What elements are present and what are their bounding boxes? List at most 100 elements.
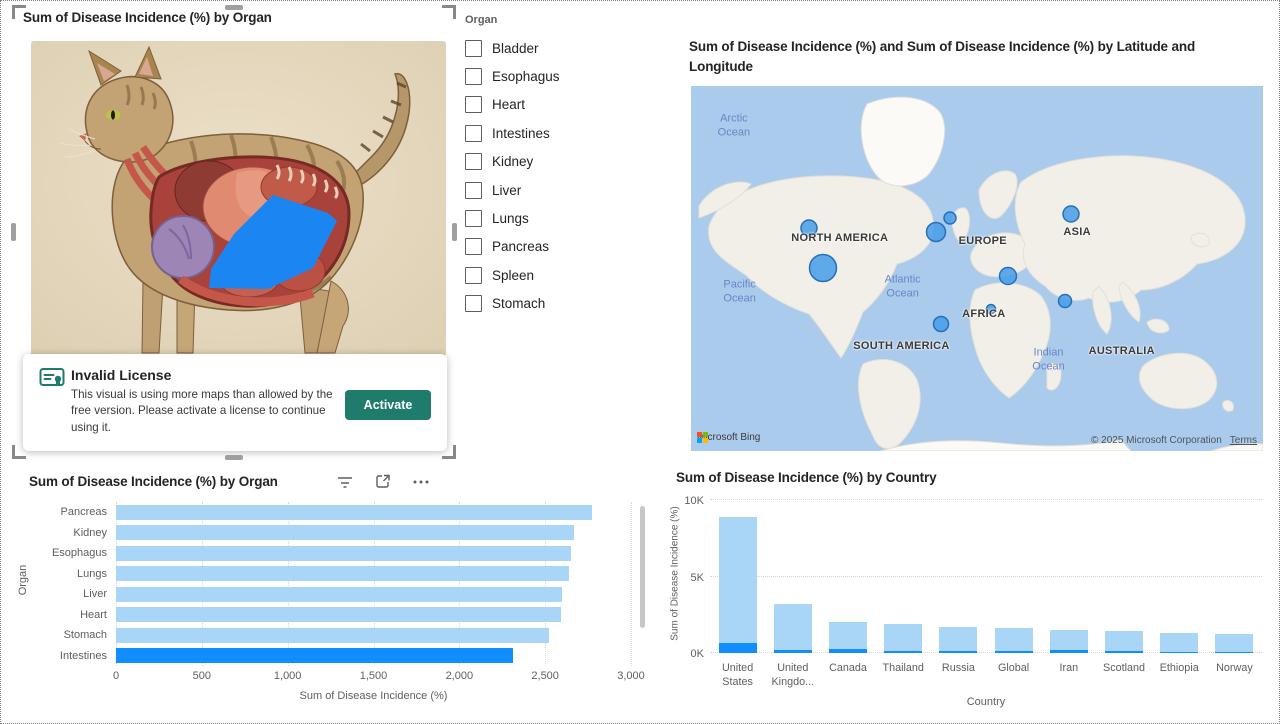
terms-link[interactable]: Terms bbox=[1229, 435, 1257, 446]
column-highlight-global bbox=[994, 651, 1033, 653]
bar-track bbox=[116, 648, 631, 664]
activate-button[interactable]: Activate bbox=[345, 390, 431, 420]
checkbox-unchecked-icon[interactable] bbox=[465, 210, 482, 228]
y-tick-label: 10K bbox=[684, 495, 704, 507]
selection-handle-bottom-right[interactable] bbox=[442, 445, 456, 459]
map-bubble-canada[interactable] bbox=[800, 219, 818, 237]
bar-liver[interactable] bbox=[116, 586, 563, 602]
y-tick-label: 5K bbox=[690, 571, 704, 584]
bar-track bbox=[116, 566, 631, 582]
selection-handle-top-right[interactable] bbox=[442, 5, 456, 19]
visual-title: Sum of Disease Incidence (%) by Country bbox=[676, 470, 937, 485]
map-bubble-iran[interactable] bbox=[998, 266, 1018, 286]
visual-title: Sum of Disease Incidence (%) by Organ bbox=[29, 474, 278, 489]
map-bubble-thailand[interactable] bbox=[1057, 293, 1073, 309]
column-united-kingdo[interactable] bbox=[773, 604, 812, 653]
bar-kidney[interactable] bbox=[116, 525, 575, 541]
slicer-item-lungs[interactable]: Lungs bbox=[465, 204, 659, 232]
slicer-item-pancreas[interactable]: Pancreas bbox=[465, 233, 659, 261]
slicer-item-label: Stomach bbox=[492, 296, 546, 312]
organ-highlight-polygon bbox=[209, 195, 337, 289]
slicer-item-bladder[interactable]: Bladder bbox=[465, 34, 659, 62]
gridline bbox=[201, 502, 203, 666]
slicer-item-label: Spleen bbox=[492, 267, 535, 283]
checkbox-unchecked-icon[interactable] bbox=[465, 266, 482, 284]
selection-handle-top-left[interactable] bbox=[12, 5, 26, 19]
column-slot bbox=[1207, 500, 1262, 653]
checkbox-unchecked-icon[interactable] bbox=[465, 96, 482, 114]
column-global[interactable] bbox=[994, 628, 1033, 653]
bar-stomach[interactable] bbox=[116, 627, 549, 643]
column-slot bbox=[876, 500, 931, 653]
x-tick-label: 1,500 bbox=[359, 670, 388, 682]
checkbox-unchecked-icon[interactable] bbox=[465, 238, 482, 256]
checkbox-unchecked-icon[interactable] bbox=[465, 68, 482, 86]
map-bubble-norway[interactable] bbox=[943, 211, 957, 225]
column-united-states[interactable] bbox=[718, 516, 757, 653]
slicer-item-stomach[interactable]: Stomach bbox=[465, 290, 659, 318]
y-axis-title: Sum of Disease Incidence (%) bbox=[669, 506, 681, 641]
column-ethiopia[interactable] bbox=[1160, 633, 1199, 653]
slicer-item-spleen[interactable]: Spleen bbox=[465, 261, 659, 289]
cat-anatomy-image[interactable] bbox=[31, 41, 446, 356]
x-tick-label: 3,000 bbox=[617, 670, 645, 682]
selection-handle-bottom[interactable] bbox=[225, 455, 243, 460]
category-label: Esophagus bbox=[51, 547, 107, 560]
checkbox-unchecked-icon[interactable] bbox=[465, 181, 482, 199]
bar-pancreas[interactable] bbox=[116, 504, 592, 520]
y-tick-label: 0K bbox=[690, 648, 704, 660]
license-title: Invalid License bbox=[71, 367, 172, 383]
chart-scrollbar[interactable] bbox=[640, 506, 645, 628]
bar-track bbox=[116, 586, 631, 602]
checkbox-unchecked-icon[interactable] bbox=[465, 39, 482, 57]
selection-handle-bottom-left[interactable] bbox=[12, 445, 26, 459]
column-slot bbox=[1096, 500, 1151, 653]
filter-icon[interactable] bbox=[337, 475, 353, 489]
bar-track bbox=[116, 627, 631, 643]
visual-organ-image[interactable]: Sum of Disease Incidence (%) by Organ bbox=[11, 5, 457, 460]
bing-map[interactable]: Arctic Ocean Pacific Ocean Atlantic Ocean Indi… bbox=[691, 86, 1263, 451]
column-norway[interactable] bbox=[1215, 634, 1254, 653]
license-icon bbox=[39, 368, 65, 387]
bar-intestines[interactable] bbox=[116, 648, 513, 664]
slicer-item-liver[interactable]: Liver bbox=[465, 176, 659, 204]
column-thailand[interactable] bbox=[884, 624, 923, 653]
map-bubble-russia[interactable] bbox=[1062, 205, 1080, 223]
slicer-item-label: Esophagus bbox=[492, 69, 560, 85]
selection-handle-top[interactable] bbox=[225, 5, 243, 10]
category-label: Intestines bbox=[59, 649, 107, 662]
x-category-label: Russia bbox=[941, 662, 975, 674]
selection-handle-left[interactable] bbox=[11, 223, 16, 241]
column-iran[interactable] bbox=[1049, 630, 1088, 653]
focus-mode-icon[interactable] bbox=[375, 474, 391, 489]
column-canada[interactable] bbox=[829, 622, 867, 653]
bar-row: Intestines bbox=[15, 646, 631, 666]
column-scotland[interactable] bbox=[1105, 630, 1144, 653]
slicer-item-esophagus[interactable]: Esophagus bbox=[465, 62, 659, 90]
column-highlight-scotland bbox=[1105, 650, 1144, 653]
bar-row: Heart bbox=[15, 605, 631, 625]
more-options-icon[interactable] bbox=[413, 480, 429, 484]
slicer-item-heart[interactable]: Heart bbox=[465, 91, 659, 119]
map-bubble-ghana[interactable] bbox=[932, 315, 950, 333]
category-label: Stomach bbox=[63, 629, 107, 642]
map-bubble-united-kingdom[interactable] bbox=[925, 221, 947, 243]
map-bubble-united-states[interactable] bbox=[808, 253, 838, 283]
bar-heart[interactable] bbox=[116, 607, 561, 623]
slicer-item-kidney[interactable]: Kidney bbox=[465, 148, 659, 176]
checkbox-unchecked-icon[interactable] bbox=[465, 124, 482, 142]
selection-handle-right[interactable] bbox=[452, 223, 457, 241]
checkbox-unchecked-icon[interactable] bbox=[465, 295, 482, 313]
column-slot bbox=[1041, 500, 1096, 653]
column-russia[interactable] bbox=[939, 627, 978, 653]
x-category-label: Scotland bbox=[1103, 662, 1146, 674]
map-bubble-ethiopia[interactable] bbox=[985, 303, 997, 315]
bar-esophagus[interactable] bbox=[116, 545, 571, 561]
gridline bbox=[287, 502, 289, 666]
checkbox-unchecked-icon[interactable] bbox=[465, 153, 482, 171]
bar-track bbox=[116, 525, 631, 541]
bar-lungs[interactable] bbox=[116, 566, 570, 582]
slicer-item-intestines[interactable]: Intestines bbox=[465, 119, 659, 147]
x-category-label: United States bbox=[721, 662, 754, 689]
bar-track bbox=[116, 607, 631, 623]
